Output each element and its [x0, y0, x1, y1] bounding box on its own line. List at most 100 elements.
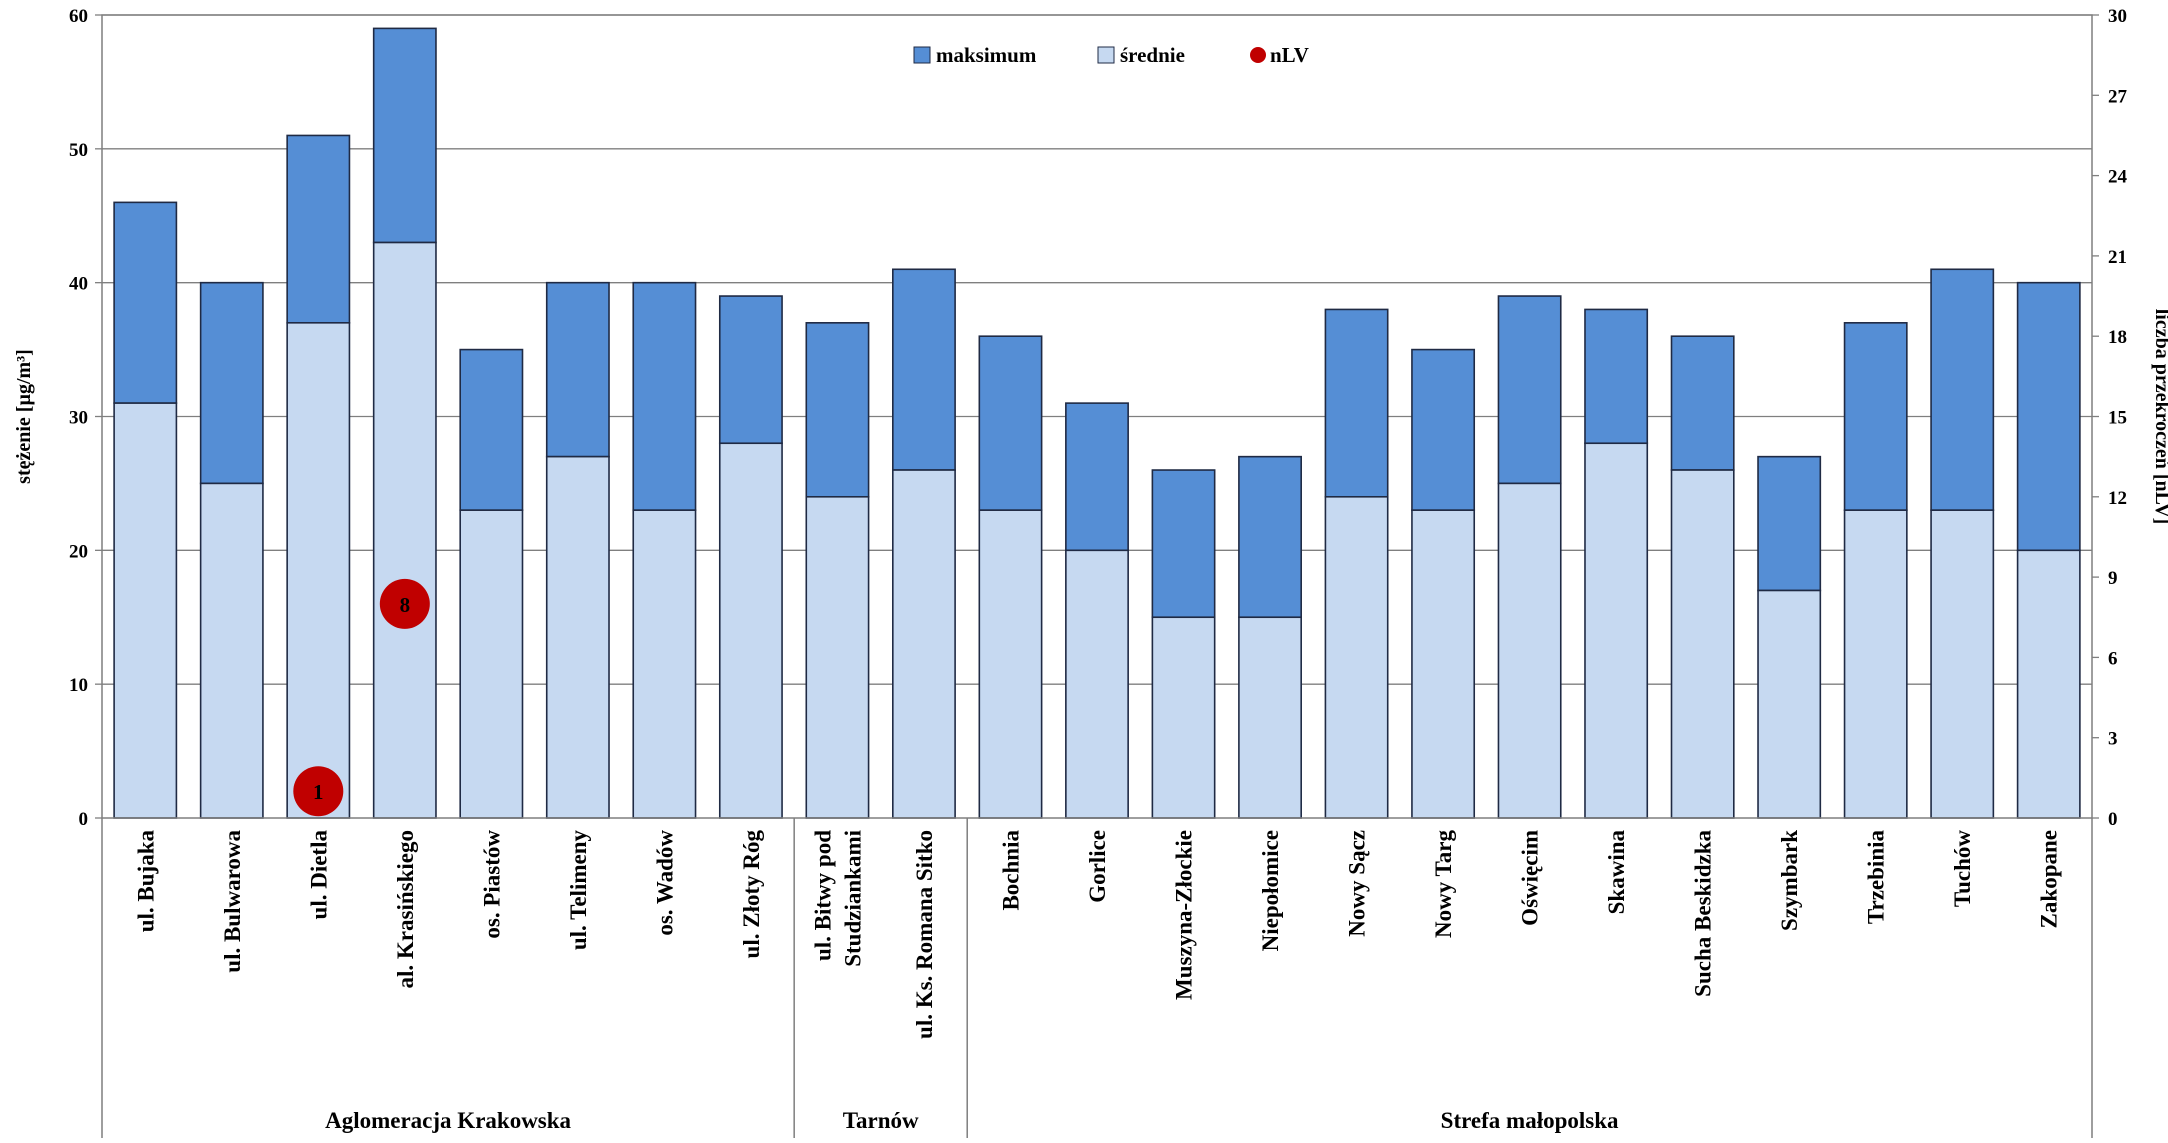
bar-maksimum [2016, 281, 2081, 552]
y-tick-label: 50 [69, 140, 88, 161]
bar-srednie [1670, 469, 1735, 819]
bar-srednie [1843, 509, 1908, 819]
legend-label-maksimum: maksimum [936, 43, 1037, 67]
y2-tick-label: 0 [2108, 809, 2118, 830]
category-label: Zakopane [2037, 830, 2062, 928]
bar-maksimum [1497, 295, 1562, 485]
group-label: Aglomeracja Krakowska [325, 1108, 571, 1133]
y2-tick-label: 18 [2108, 327, 2127, 348]
category-label: Niepołomice [1258, 830, 1283, 951]
y2-tick-label: 30 [2108, 6, 2127, 27]
y2-tick-label: 15 [2108, 408, 2127, 429]
category-label: ul. Telimeny [566, 830, 591, 951]
bar-maksimum [372, 27, 437, 244]
bar-maksimum [1930, 268, 1995, 511]
bar-srednie [372, 241, 437, 819]
group-label: Strefa małopolska [1441, 1108, 1619, 1133]
nlv-label: 1 [313, 780, 324, 804]
category-label: ul. Bulwarowa [220, 830, 245, 973]
y2-tick-label: 27 [2108, 86, 2128, 107]
category-label: Trzebinia [1864, 830, 1889, 925]
category-label: ul. Złoty Róg [739, 830, 764, 959]
bar-srednie [113, 402, 178, 819]
bar-maksimum [978, 335, 1043, 511]
bar-maksimum [459, 348, 524, 511]
nlv-marker [293, 766, 344, 817]
group-label: Tarnów [843, 1108, 919, 1133]
bar-srednie [978, 509, 1043, 819]
category-label: Nowy Targ [1431, 830, 1456, 938]
category-label: Bochnia [998, 830, 1023, 911]
y2-tick-label: 21 [2108, 247, 2127, 268]
bar-maksimum [1151, 469, 1216, 619]
y2-tick-label: 12 [2108, 488, 2127, 509]
bar-srednie [1497, 482, 1562, 819]
category-label: os. Wadów [652, 830, 677, 936]
category-label: ul. Ks. Romana Sitko [912, 830, 937, 1039]
bar-maksimum [199, 281, 264, 485]
category-label: ul. Dietla [306, 830, 331, 920]
legend-swatch-maksimum [913, 46, 931, 64]
bar-maksimum [1238, 455, 1302, 619]
bar-maksimum [718, 295, 783, 445]
category-label: Gorlice [1085, 830, 1110, 903]
bar-srednie [892, 469, 956, 819]
category-label: Skawina [1604, 830, 1629, 915]
bar-srednie [286, 322, 351, 819]
category-label: al. Krasińskiego [393, 830, 418, 988]
bar-srednie [2016, 549, 2081, 819]
y2-tick-label: 3 [2108, 729, 2118, 750]
bar-maksimum [1411, 348, 1476, 511]
y-tick-label: 10 [69, 675, 88, 696]
bar-srednie [199, 482, 264, 819]
category-label: ul. Bitwy pod [810, 830, 835, 961]
y-tick-label: 20 [69, 541, 88, 562]
y2-tick-label: 24 [2108, 167, 2128, 188]
bar-srednie [1324, 495, 1389, 819]
y-tick-label: 30 [69, 408, 88, 429]
y2-tick-label: 6 [2108, 648, 2118, 669]
legend-swatch-nlv [1250, 47, 1266, 63]
bar-maksimum [632, 281, 697, 511]
y-axis-title: stężenie [µg/m³] [13, 349, 35, 484]
category-label: Oświęcim [1518, 830, 1543, 926]
y2-axis-title: liczba przekroczeń [nLV] [2151, 309, 2168, 525]
bar-srednie [459, 509, 524, 819]
bar-maksimum [1757, 455, 1822, 592]
bar-maksimum [1065, 402, 1129, 552]
legend-swatch-srednie [1097, 46, 1115, 64]
nlv-marker [379, 578, 430, 629]
y2-tick-label: 9 [2108, 568, 2118, 589]
bar-srednie [1584, 442, 1649, 819]
legend-label-srednie: średnie [1120, 43, 1185, 67]
bar-maksimum [1584, 308, 1649, 445]
category-label: os. Piastów [479, 830, 504, 939]
legend-label-nlv: nLV [1270, 43, 1309, 67]
category-label: ul. Bujaka [133, 830, 158, 933]
bar-maksimum [805, 322, 870, 498]
bar-srednie [1930, 509, 1995, 819]
bar-srednie [1238, 616, 1302, 819]
bar-srednie [632, 509, 697, 819]
category-label: Studziankami [840, 829, 865, 966]
y-tick-label: 40 [69, 274, 88, 295]
category-label: Tuchów [1950, 830, 1975, 908]
category-label: Sucha Beskidzka [1691, 830, 1716, 997]
y-tick-label: 0 [79, 809, 89, 830]
bar-maksimum [545, 281, 610, 458]
bar-maksimum [1324, 308, 1389, 498]
bar-maksimum [1843, 322, 1908, 511]
bar-srednie [805, 495, 870, 819]
bar-srednie [1065, 549, 1129, 819]
bar-maksimum [286, 134, 351, 324]
y-tick-label: 60 [69, 6, 88, 27]
bar-maksimum [1670, 335, 1735, 471]
bar-srednie [545, 455, 610, 819]
nlv-label: 8 [400, 593, 411, 617]
bar-srednie [1151, 616, 1216, 819]
bar-srednie [1411, 509, 1476, 819]
category-label: Szymbark [1777, 830, 1802, 931]
bar-srednie [1757, 589, 1822, 819]
